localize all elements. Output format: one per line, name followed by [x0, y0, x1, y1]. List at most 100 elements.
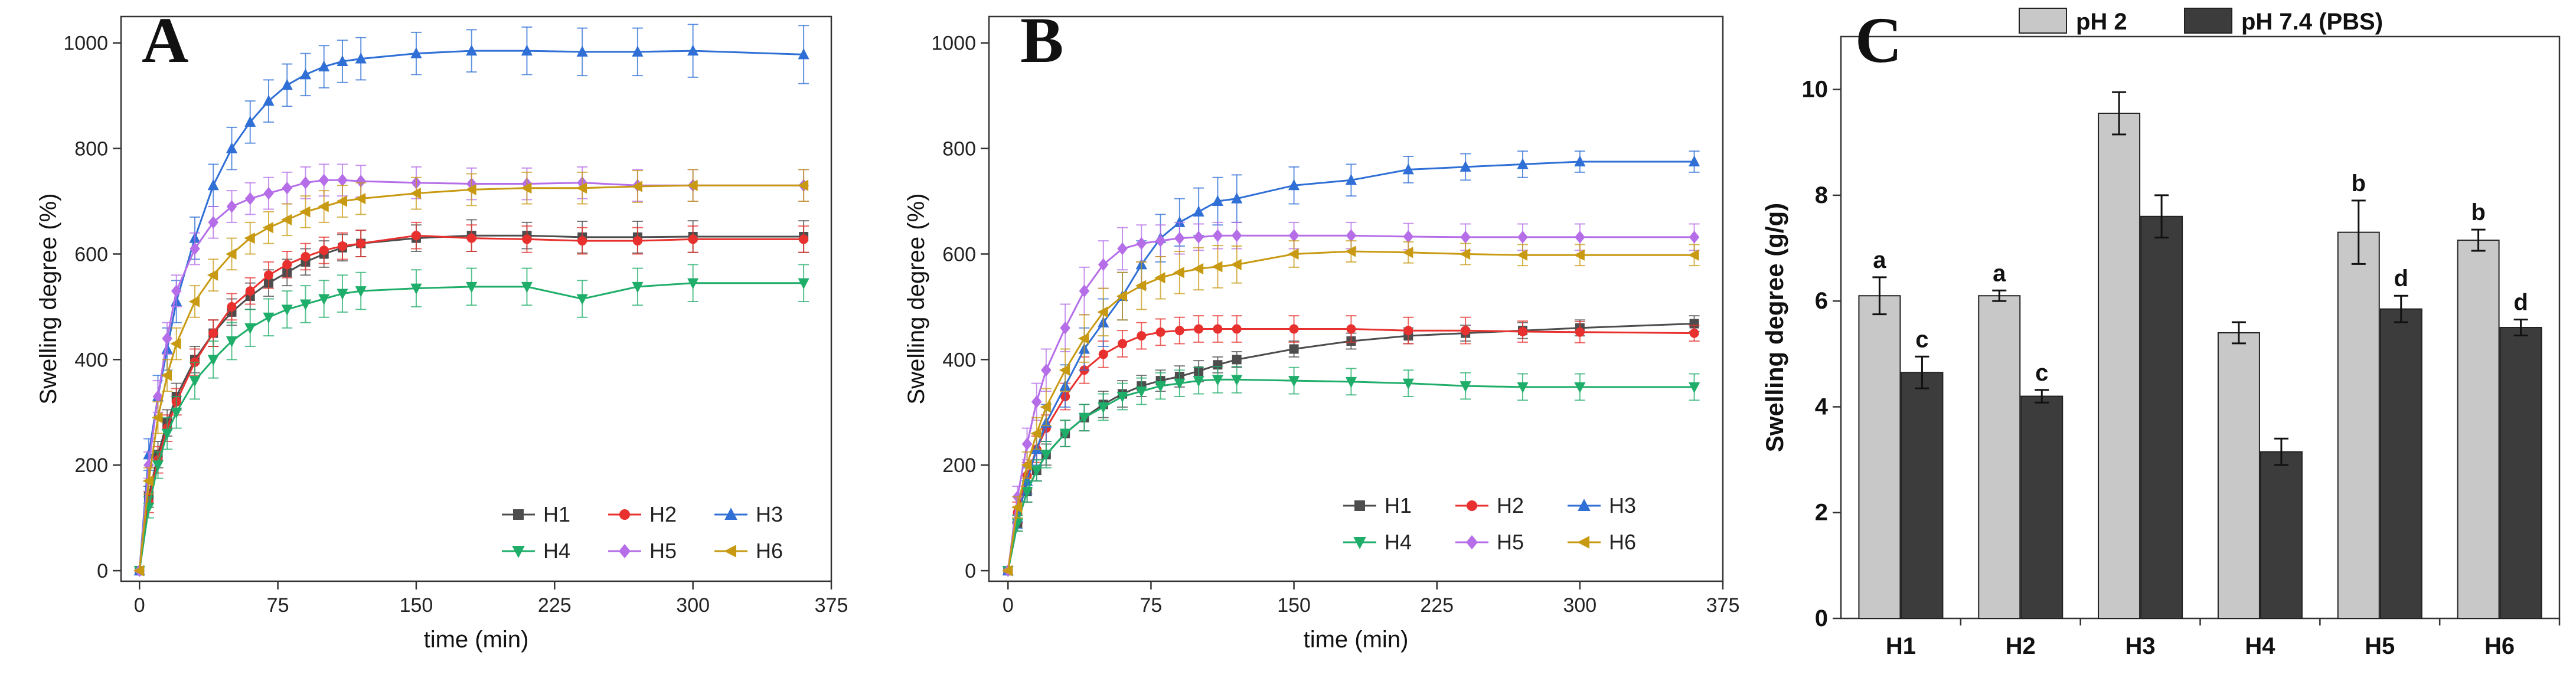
- data-point: [410, 47, 422, 58]
- x-tick-label: H4: [2245, 633, 2275, 659]
- y-tick-label: 2: [1815, 500, 1828, 526]
- data-point: [411, 231, 421, 241]
- y-tick-label: 400: [74, 349, 108, 371]
- data-point: [356, 238, 366, 248]
- legend-label: pH 7.4 (PBS): [2241, 9, 2383, 35]
- data-point: [227, 302, 237, 312]
- legend-label: H3: [1609, 493, 1636, 517]
- plot-frame: [1840, 35, 2561, 620]
- data-point: [299, 206, 311, 218]
- legend-marker: [512, 546, 525, 558]
- significance-label: c: [1915, 326, 1928, 352]
- data-point: [1135, 280, 1147, 291]
- data-point: [1116, 290, 1127, 302]
- data-point: [226, 142, 238, 153]
- x-tick-label: 75: [1140, 594, 1163, 617]
- x-tick-label: 225: [538, 594, 572, 617]
- y-tick-label: 1000: [63, 32, 108, 55]
- data-point: [280, 214, 292, 225]
- data-point: [1288, 248, 1299, 260]
- x-axis-title: time (min): [424, 627, 529, 653]
- data-point: [318, 173, 329, 187]
- data-point: [245, 286, 255, 296]
- data-point: [301, 251, 311, 261]
- data-point: [1459, 248, 1471, 260]
- data-point: [1403, 326, 1413, 336]
- legend-marker: [1354, 500, 1365, 511]
- series-line: [1007, 323, 1695, 571]
- legend-marker: [1577, 536, 1589, 549]
- legend: H1 H2 H3 H4 H5 H6: [502, 502, 783, 563]
- y-axis-title: Swelling degree (g/g): [1761, 203, 1788, 452]
- data-point: [466, 233, 476, 243]
- data-point: [336, 195, 347, 207]
- data-point: [521, 44, 533, 56]
- data-point: [319, 245, 329, 256]
- series-line: [1007, 161, 1695, 571]
- data-point: [1098, 349, 1108, 359]
- series-h6: [133, 169, 809, 577]
- significance-label: a: [1993, 260, 2006, 286]
- data-point: [1688, 155, 1700, 166]
- bar: [2457, 240, 2500, 620]
- y-tick-label: 600: [942, 243, 976, 266]
- data-point: [355, 175, 367, 188]
- significance-label: d: [2394, 266, 2408, 291]
- data-point: [282, 260, 292, 270]
- data-point: [466, 44, 478, 56]
- panel-c: 0 2 4 6 8 10 Swelling degree (g/g) H1 a c H2 a c H3 H4…: [1761, 4, 2561, 659]
- data-point: [1213, 360, 1223, 370]
- data-point: [1213, 324, 1223, 334]
- data-point: [1212, 229, 1223, 242]
- data-point: [797, 179, 809, 191]
- data-point: [1116, 391, 1128, 403]
- data-point: [1345, 173, 1357, 185]
- data-point: [1097, 306, 1108, 318]
- x-tick-label: 375: [815, 594, 848, 617]
- data-point: [576, 182, 587, 194]
- data-point: [1079, 284, 1090, 297]
- legend-marker: [619, 509, 630, 520]
- data-point: [1117, 242, 1128, 256]
- bar: [2020, 395, 2064, 619]
- data-point: [1078, 412, 1091, 424]
- data-point: [1174, 216, 1186, 227]
- data-point: [354, 192, 366, 205]
- data-point: [1517, 382, 1529, 394]
- data-point: [1021, 459, 1032, 471]
- data-point: [1403, 230, 1414, 243]
- data-point: [161, 428, 173, 440]
- x-tick-label: H6: [2484, 633, 2515, 659]
- data-point: [799, 234, 809, 244]
- x-tick-label: 75: [267, 594, 289, 617]
- significance-label: d: [2513, 290, 2528, 316]
- data-point: [226, 200, 237, 213]
- legend-label: H6: [756, 539, 783, 563]
- bar: [2337, 231, 2380, 619]
- data-point: [1136, 237, 1147, 250]
- series-line: [138, 234, 804, 571]
- data-point: [1155, 327, 1165, 337]
- data-point: [1460, 161, 1471, 172]
- data-point: [688, 234, 698, 244]
- significance-label: c: [2035, 360, 2048, 386]
- data-point: [1040, 450, 1052, 461]
- data-point: [152, 390, 164, 403]
- data-point: [207, 269, 218, 281]
- y-tick-label: 10: [1802, 77, 1829, 103]
- y-axis-title: Swelling degree (%): [903, 194, 929, 405]
- data-point: [1289, 324, 1299, 334]
- data-point: [1154, 381, 1167, 392]
- data-point: [576, 294, 588, 305]
- data-point: [1230, 258, 1242, 270]
- data-point: [1231, 192, 1243, 204]
- series-line: [1007, 234, 1695, 571]
- data-point: [1288, 229, 1300, 242]
- data-point: [1689, 328, 1699, 338]
- panel-a: 0 200 400 600 800 1000 0 75 150 225 300 375 time (mi…: [35, 4, 848, 653]
- data-point: [207, 355, 219, 366]
- data-point: [1516, 249, 1527, 261]
- y-tick-label: 8: [1815, 182, 1828, 208]
- data-point: [133, 565, 145, 577]
- data-point: [189, 376, 201, 387]
